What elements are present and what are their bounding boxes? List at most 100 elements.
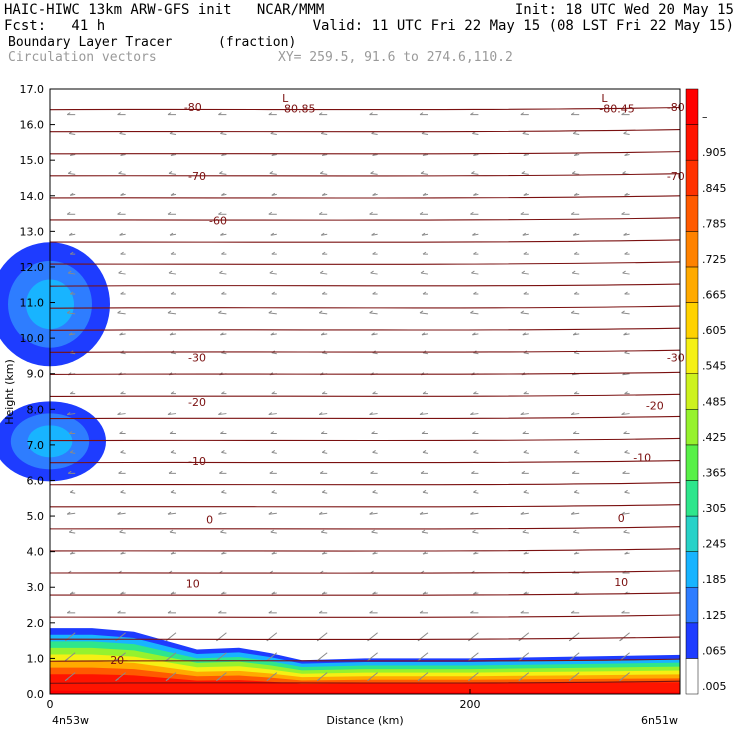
wind-vector-head [619, 638, 623, 642]
wind-vector-head [221, 591, 225, 595]
wind-vector [119, 133, 126, 136]
wind-vector-head [623, 131, 627, 134]
isotherm-label: 20 [110, 654, 124, 667]
wind-vector-head [268, 112, 273, 116]
wind-vector [622, 373, 630, 376]
wind-vector-head [320, 332, 325, 336]
wind-vector-head [422, 192, 427, 196]
wind-vector-head [523, 551, 528, 555]
wind-vector [572, 272, 580, 275]
wind-vector-head [473, 591, 477, 595]
wind-vector [69, 531, 76, 534]
wind-vector-head [167, 511, 172, 515]
colorbar-label: .305 [702, 502, 727, 515]
colorbar-label: .125 [702, 609, 727, 622]
wind-vector-head [69, 291, 74, 295]
wind-vector [473, 451, 479, 454]
wind-vector-head [371, 529, 375, 533]
wind-vector-head [621, 112, 625, 116]
y-tick-label: 5.0 [27, 510, 45, 523]
wind-vector [168, 272, 177, 275]
isotherm-label: -10 [188, 455, 206, 468]
wind-vector-head [523, 391, 528, 395]
wind-vector-head [271, 192, 276, 196]
wind-vector-head [271, 450, 276, 453]
wind-vector-head [472, 529, 476, 533]
wind-vector-head [421, 332, 426, 336]
wind-vector-head [369, 610, 373, 614]
wind-vector-head [119, 232, 123, 236]
wind-vector-head [422, 251, 427, 255]
wind-vector-head [471, 470, 475, 474]
wind-vector-head [422, 591, 427, 595]
wind-vector [372, 451, 378, 454]
wind-vector-head [372, 291, 376, 295]
wind-vector-head [422, 291, 427, 295]
colorbar-swatch [685, 266, 699, 303]
header-line1-left: HAIC-HIWC 13km ARW-GFS init NCAR/MMM [4, 2, 325, 18]
wind-vector-head [372, 391, 376, 395]
isotherm-line [49, 526, 681, 530]
x-tick-label: 200 [460, 698, 481, 711]
wind-vector-head [624, 489, 628, 493]
wind-vector-head [523, 450, 528, 453]
wind-vector [219, 172, 227, 175]
wind-vector-head [369, 412, 373, 415]
wind-vector-head [220, 332, 224, 336]
wind-vector-head [572, 131, 577, 134]
wind-vector-head [369, 310, 373, 314]
colorbar-label: .485 [702, 395, 727, 408]
wind-vector-head [115, 678, 119, 682]
wind-vector-head [568, 678, 573, 682]
wind-vector-head [422, 551, 427, 555]
wind-vector-head [573, 551, 578, 555]
wind-vector-head [218, 310, 222, 314]
wind-vector-head [118, 170, 122, 174]
wind-vector-head [170, 551, 175, 555]
wind-vector-head [572, 332, 577, 336]
wind-vector-head [470, 211, 474, 215]
colorbar-swatch [685, 302, 699, 339]
wind-vector-head [523, 489, 528, 493]
wind-vector-head [369, 511, 373, 515]
field-units: (fraction) [218, 35, 297, 50]
wind-vector-head [170, 591, 175, 595]
isotherm-line [49, 349, 681, 353]
colorbar-swatch [685, 658, 699, 695]
wind-vector-head [571, 470, 576, 474]
wind-vector [271, 491, 277, 494]
isotherm-line [49, 261, 681, 265]
wind-vector-head [520, 412, 525, 415]
y-tick-label: 16.0 [20, 119, 45, 132]
wind-vector-head [624, 192, 628, 196]
wind-vector-head [221, 251, 225, 255]
wind-vector [471, 172, 479, 175]
wind-vector [371, 133, 378, 136]
wind-vector [117, 413, 126, 416]
wind-vector-head [472, 332, 476, 336]
colorbar-label: .185 [702, 573, 727, 586]
wind-vector-head [221, 192, 225, 196]
isotherm-line [49, 305, 681, 309]
wind-vector [522, 531, 529, 534]
wind-vector [624, 451, 630, 454]
isotherm-label: L [601, 92, 608, 105]
wind-vector-head [64, 658, 69, 662]
colorbar-label: .665 [702, 289, 727, 302]
wind-vector-head [624, 551, 628, 555]
wind-vector-head [572, 232, 577, 236]
colorbar-swatch [685, 515, 699, 552]
y-tick-label: 6.0 [27, 474, 45, 487]
wind-vector-head [66, 412, 71, 415]
wind-vector-head [520, 610, 525, 614]
isotherm-line [49, 658, 681, 662]
colorbar-swatch [685, 159, 699, 197]
endpoint-right: 6n51w [641, 714, 678, 727]
wind-vector [67, 413, 76, 416]
wind-vector-head [522, 131, 527, 134]
wind-vector [319, 413, 328, 416]
wind-vector-head [218, 211, 222, 215]
wind-vector-head [419, 511, 424, 515]
wind-vector-head [120, 450, 124, 453]
wind-vector-head [318, 211, 323, 215]
